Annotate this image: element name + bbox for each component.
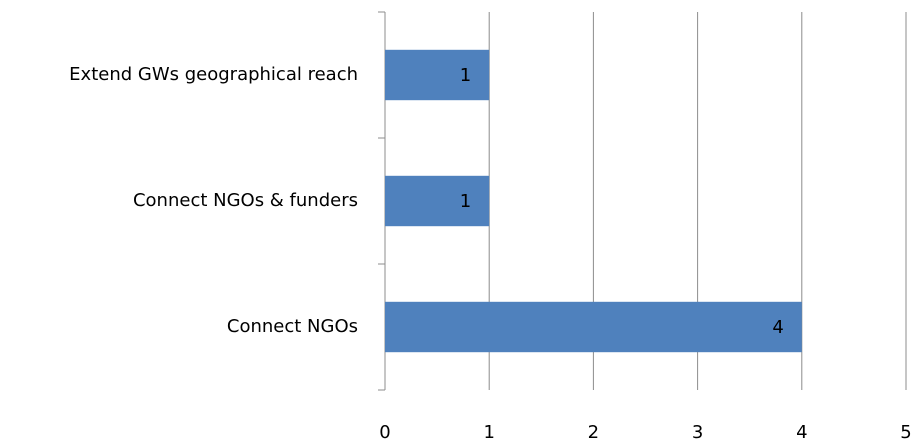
bar [385,301,802,353]
data-label: 4 [772,317,783,338]
x-tick-label: 4 [796,422,807,443]
x-tick-label: 1 [483,422,494,443]
data-label: 1 [460,65,471,86]
y-tick-label: Extend GWs geographical reach [69,64,358,85]
y-tick-label: Connect NGOs & funders [133,190,358,211]
data-label: 1 [460,191,471,212]
x-tick-label: 3 [692,422,703,443]
y-tick-label: Connect NGOs [227,316,358,337]
bar [385,49,490,101]
x-tick-label: 5 [900,422,911,443]
x-tick-label: 2 [588,422,599,443]
x-tick-label: 0 [379,422,390,443]
bar [385,175,490,227]
